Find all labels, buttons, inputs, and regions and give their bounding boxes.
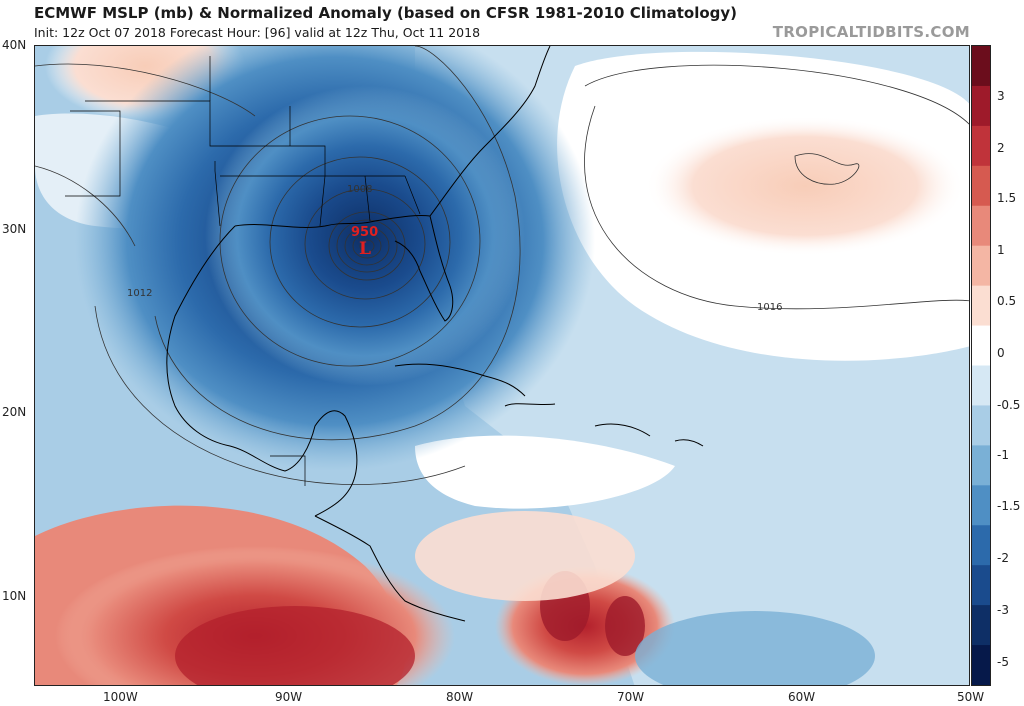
low-pressure-value: 950 [351,225,378,240]
colorbar-swatch [972,46,990,87]
brand-watermark: TROPICALTIDBITS.COM [772,23,970,41]
colorbar-label-neg-3: -3 [997,603,1009,617]
isobar-label-1016: 1016 [757,302,782,313]
isobar-label-1008: 1008 [347,184,372,195]
colorbar-label-neg-0-5: -0.5 [997,398,1021,412]
coastlines [166,46,704,622]
chart-subtitle: Init: 12z Oct 07 2018 Forecast Hour: [96… [34,25,481,40]
lat-label-30n: 30N [2,222,27,236]
colorbar-swatch [972,285,990,327]
colorbar-label-neg-1-5: -1.5 [997,499,1021,513]
isobars [35,46,969,485]
colorbar-swatch [972,525,990,566]
anomaly-positive-atlantic [645,116,965,256]
colorbar-swatch [972,565,990,606]
colorbar-swatch [972,485,990,526]
colorbar-swatch [972,445,990,486]
colorbar-label-2: 2 [997,141,1005,155]
lon-label-70w: 70W [617,690,645,704]
lat-label-10n: 10N [2,589,27,603]
colorbar-label-0: 0 [997,346,1005,360]
anomaly-region-neutral-caribbean [415,435,675,509]
colorbar-swatches [972,46,990,686]
colorbar-label-neg-5: -5 [997,655,1009,669]
colorbar-swatch [972,405,990,446]
colorbar-label-1: 1 [997,243,1005,257]
colorbar-label-neg-2: -2 [997,551,1009,565]
lon-label-80w: 80W [446,690,474,704]
colorbar-label-1-5: 1.5 [997,191,1017,205]
colorbar-swatch [972,645,990,686]
low-pressure-symbol: L [359,239,371,259]
lat-label-20n: 20N [2,405,27,419]
isobar-label-1012: 1012 [127,288,152,299]
colorbar-swatch [972,205,990,247]
lon-label-60w: 60W [788,690,816,704]
colorbar-label-3: 3 [997,89,1005,103]
lon-label-90w: 90W [275,690,303,704]
lon-label-50w: 50W [957,690,985,704]
colorbar-label-0-5: 0.5 [997,294,1017,308]
colorbar-swatch [972,165,990,207]
map-panel: 1008 1012 1016 950 L [34,45,970,686]
lat-label-40n: 40N [2,38,27,52]
colorbar-swatch [972,245,990,287]
anomaly-colorbar [971,45,991,686]
colorbar-swatch [972,365,990,406]
colorbar-swatch [972,85,990,127]
colorbar-swatch [972,325,990,366]
state-borders [65,56,421,486]
anomaly-map: 1008 1012 1016 950 L [35,46,969,685]
colorbar-swatch [972,605,990,646]
lon-label-100w: 100W [103,690,138,704]
chart-title: ECMWF MSLP (mb) & Normalized Anomaly (ba… [34,4,738,22]
colorbar-label-neg-1: -1 [997,448,1009,462]
colorbar-swatch [972,125,990,167]
